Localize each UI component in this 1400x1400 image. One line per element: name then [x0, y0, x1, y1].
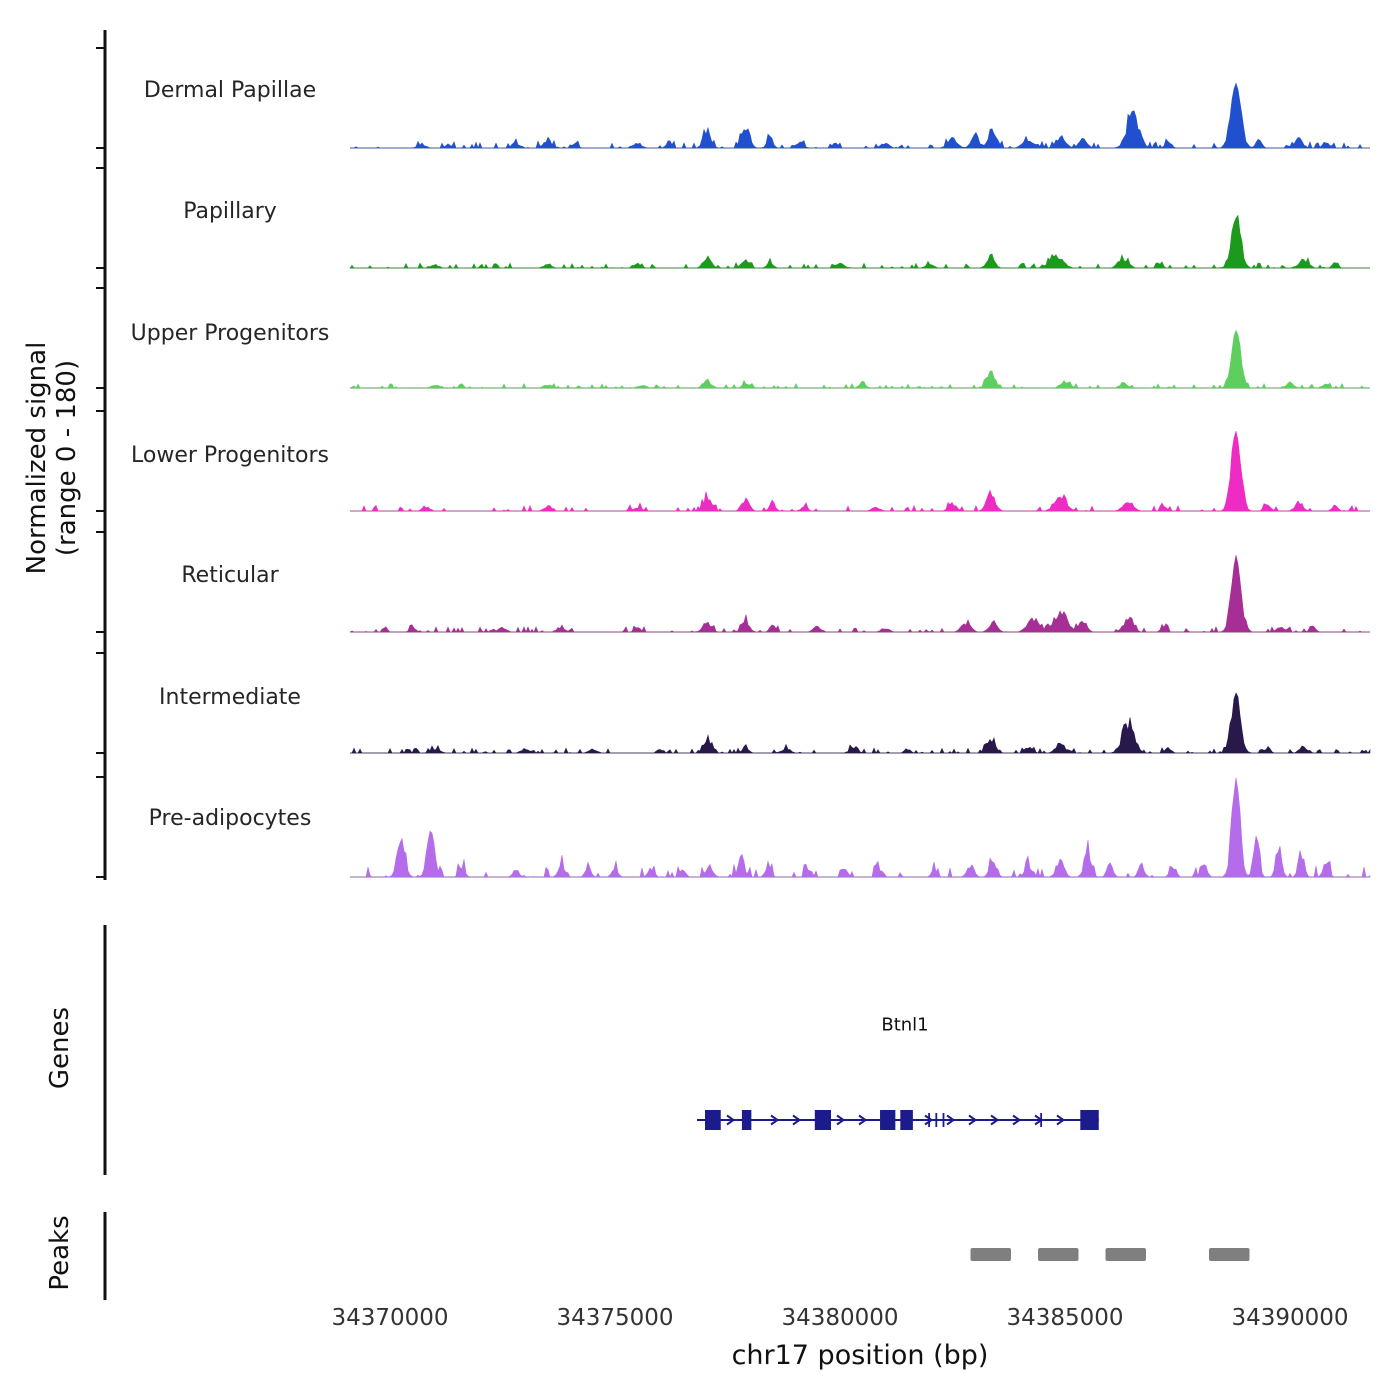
strand-arrow [836, 1114, 846, 1126]
x-tick-34390000: 34390000 [1231, 1305, 1349, 1331]
signal-track-intermediate [350, 692, 1371, 754]
genes-section-label: Genes [45, 1006, 75, 1090]
strand-arrow [990, 1114, 1000, 1126]
y-axis-label: Normalized signal (range 0 - 180) [22, 342, 82, 575]
signal-track-upper-progenitors [349, 329, 1370, 389]
gene-thin-mark [935, 1113, 938, 1127]
peak-region [970, 1248, 1011, 1261]
track-label-dermal-papillae: Dermal Papillae [143, 78, 317, 103]
gene-thin-mark [928, 1113, 930, 1127]
signal-track-dermal-papillae [350, 82, 1370, 149]
signal-track-pre-adipocytes [350, 777, 1371, 878]
x-tick-34370000: 34370000 [331, 1305, 449, 1331]
gene-thin-mark [1040, 1113, 1043, 1127]
peak-region [1105, 1248, 1146, 1261]
track-label-lower-progenitors: Lower Progenitors [131, 443, 329, 468]
peak-region [1209, 1248, 1250, 1261]
x-axis-title: chr17 position (bp) [731, 1340, 989, 1371]
gene-name-label: Btnl1 [881, 1014, 929, 1036]
peaks-section-label: Peaks [45, 1215, 75, 1291]
gene-exon [741, 1110, 752, 1130]
strand-arrow [1012, 1114, 1022, 1126]
track-label-upper-progenitors: Upper Progenitors [130, 321, 330, 346]
signal-track-lower-progenitors [350, 431, 1370, 512]
gene-exon [1080, 1110, 1099, 1130]
x-tick-34375000: 34375000 [556, 1305, 674, 1331]
strand-arrow [770, 1114, 780, 1126]
gene-thin-mark [942, 1113, 945, 1127]
strand-arrow [1056, 1114, 1066, 1126]
peak-region [1038, 1248, 1079, 1261]
track-label-intermediate: Intermediate [159, 685, 301, 710]
gene-exon [900, 1110, 913, 1130]
track-label-papillary: Papillary [183, 199, 277, 224]
y-axis-label-line2: (range 0 - 180) [52, 359, 82, 557]
strand-arrow [968, 1114, 978, 1126]
strand-arrow [792, 1114, 802, 1126]
x-tick-34380000: 34380000 [781, 1305, 899, 1331]
y-axis-label-line1: Normalized signal [22, 341, 52, 575]
signal-track-papillary [349, 214, 1370, 269]
strand-arrow [858, 1114, 868, 1126]
signal-track-reticular [349, 555, 1370, 633]
gene-exon [814, 1110, 831, 1130]
gene-exon [880, 1110, 896, 1130]
track-label-reticular: Reticular [181, 563, 279, 588]
strand-arrow [726, 1114, 736, 1126]
track-label-pre-adipocytes: Pre-adipocytes [148, 806, 312, 831]
strand-arrow [946, 1114, 956, 1126]
x-tick-34385000: 34385000 [1006, 1305, 1124, 1331]
strand-arrow [924, 1114, 934, 1126]
gene-exon [705, 1110, 721, 1130]
